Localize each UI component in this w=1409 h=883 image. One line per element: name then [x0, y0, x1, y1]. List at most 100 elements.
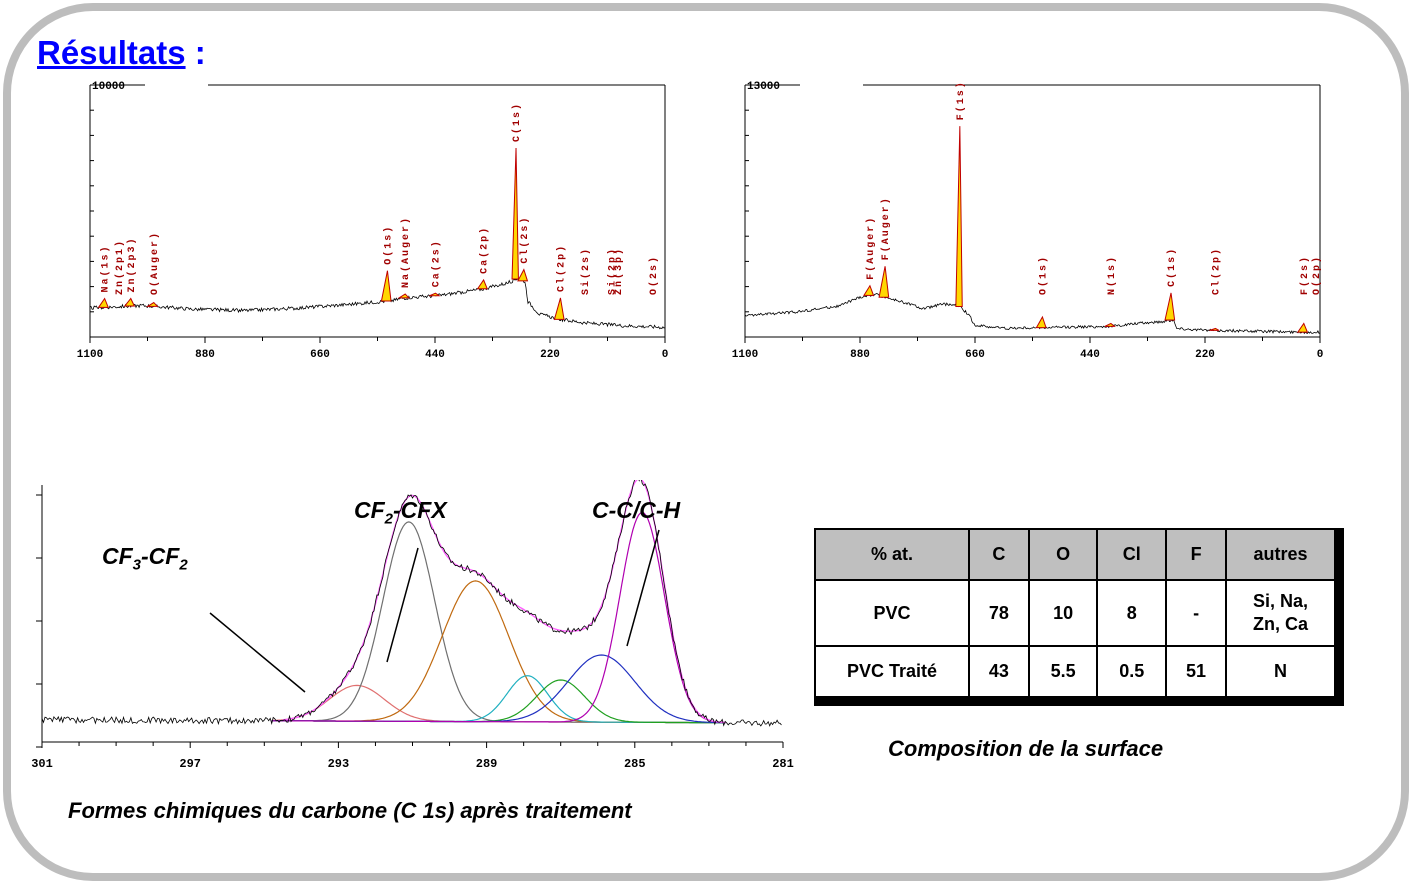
peak-label: Ca(2s) — [431, 239, 443, 287]
peak-label: C(1s) — [511, 102, 523, 142]
component-curve — [271, 654, 726, 724]
table-header-cell: % at. — [814, 528, 970, 581]
peak-label: Na(Auger) — [400, 216, 412, 288]
x-tick-label: 220 — [540, 349, 560, 360]
table-header-row: % at. C O Cl F autres — [814, 528, 1336, 581]
table-cell: PVC — [814, 579, 970, 647]
peak — [397, 293, 410, 299]
spectrum-baseline — [89, 277, 666, 330]
leader-line-cf3 — [209, 612, 306, 693]
peak-label: C(1s) — [1166, 247, 1178, 287]
label-cf2-cfx: CF2-CFX — [354, 497, 447, 528]
table-cell: PVC Traité — [814, 645, 970, 698]
peak-label: Cl(2p) — [1210, 247, 1222, 295]
peak — [476, 278, 488, 290]
peak — [1296, 322, 1309, 333]
peak — [1209, 327, 1220, 331]
peak — [380, 270, 392, 302]
y-max-label: 13000 — [747, 81, 780, 93]
leader-line-cc — [626, 529, 660, 647]
peak-label: F(Auger) — [880, 196, 892, 260]
table-cell: Si, Na, Zn, Ca — [1225, 579, 1336, 647]
table-caption: Composition de la surface — [888, 736, 1164, 761]
peak-label: Cl(2p) — [555, 244, 567, 292]
table-header-cell: C — [968, 528, 1030, 581]
peak — [146, 301, 159, 307]
peak — [878, 266, 890, 298]
table-cell: 10 — [1027, 579, 1099, 647]
table-cell: 78 — [968, 579, 1030, 647]
x-tick-label: 220 — [1195, 349, 1215, 360]
table-cell: 5.5 — [1027, 645, 1099, 698]
table-cell: 43 — [968, 645, 1030, 698]
x-tick-label: 293 — [328, 757, 350, 771]
peak — [511, 147, 519, 280]
peak — [517, 268, 529, 282]
table-row: PVC 78 10 8 - Si, Na, Zn, Ca — [814, 579, 1336, 647]
x-tick-label: 880 — [195, 349, 215, 360]
x-tick-label: 0 — [662, 349, 669, 360]
component-curve — [271, 580, 726, 724]
leader-line-cf2 — [386, 547, 419, 663]
table-cell: 0.5 — [1096, 645, 1168, 698]
table-cell: - — [1165, 579, 1227, 647]
table-cell: 51 — [1165, 645, 1227, 698]
peak-label: O(1s) — [1037, 255, 1049, 295]
peak — [955, 126, 963, 307]
x-tick-label: 1100 — [77, 349, 103, 360]
xps-spectrum-untreated: 10000 1100 880 660 440 220 0 Na(1s) Zn(2p1) Zn(2p… — [77, 81, 669, 360]
peak-label: O(2p) — [1311, 255, 1323, 295]
peak-label: Zn(2p3) — [126, 236, 138, 292]
table-cell: 8 — [1096, 579, 1168, 647]
peak-label: Cl(2s) — [519, 216, 531, 264]
peak — [97, 297, 109, 308]
peak-label: F(2s) — [1299, 255, 1311, 295]
peak-label: Si(2s) — [580, 247, 592, 295]
c1s-caption: Formes chimiques du carbone (C 1s) après… — [68, 798, 632, 823]
peak — [1035, 315, 1047, 329]
table-header-cell: Cl — [1096, 528, 1168, 581]
peak-label: N(1s) — [1106, 255, 1118, 295]
c1s-deconvolution-chart: 301 297 293 289 285 281 — [31, 480, 794, 771]
x-tick-label: 440 — [425, 349, 445, 360]
composition-table-shadow: % at. C O Cl F autres PVC 78 10 8 - Si, … — [814, 528, 1344, 706]
x-tick-label: 297 — [179, 757, 201, 771]
component-curve — [271, 521, 726, 724]
x-tick-label: 440 — [1080, 349, 1100, 360]
spectrum-baseline — [744, 292, 1321, 335]
x-tick-label: 660 — [965, 349, 985, 360]
peak-label: Zn(2p1) — [114, 239, 126, 295]
peak-label: F(1s) — [955, 80, 967, 120]
xps-spectrum-treated: 13000 1100 880 660 440 220 0 F(Auger) F(Auger) F(… — [732, 80, 1324, 360]
x-tick-label: 880 — [850, 349, 870, 360]
peak-label: Si(2p) — [607, 247, 619, 295]
table-cell: N — [1225, 645, 1336, 698]
peak-label: Na(1s) — [100, 244, 112, 292]
label-cc-ch: C-C/C-H — [592, 497, 681, 523]
x-tick-label: 301 — [31, 757, 53, 771]
x-tick-label: 285 — [624, 757, 646, 771]
table-header-cell: O — [1027, 528, 1099, 581]
x-tick-label: 660 — [310, 349, 330, 360]
y-max-label: 10000 — [92, 81, 125, 93]
peak-label: F(Auger) — [865, 216, 877, 280]
component-curve — [271, 511, 726, 724]
peak — [863, 284, 875, 296]
table-header-cell: autres — [1225, 528, 1336, 581]
x-tick-label: 289 — [476, 757, 498, 771]
page-title: Résultats : — [37, 34, 206, 71]
table-row: PVC Traité 43 5.5 0.5 51 N — [814, 645, 1336, 698]
table-header-cell: F — [1165, 528, 1227, 581]
peak — [1164, 292, 1176, 321]
peak — [553, 297, 565, 320]
peak-label: O(2s) — [648, 255, 660, 295]
peak — [1104, 322, 1116, 327]
rounded-frame — [3, 3, 1409, 881]
peak — [123, 297, 136, 307]
experimental-spectrum — [41, 480, 782, 727]
x-tick-label: 281 — [772, 757, 794, 771]
peak-label: Ca(2p) — [479, 226, 491, 274]
composition-table: % at. C O Cl F autres PVC 78 10 8 - Si, … — [814, 528, 1336, 698]
x-tick-label: 0 — [1317, 349, 1324, 360]
peak — [429, 292, 441, 297]
